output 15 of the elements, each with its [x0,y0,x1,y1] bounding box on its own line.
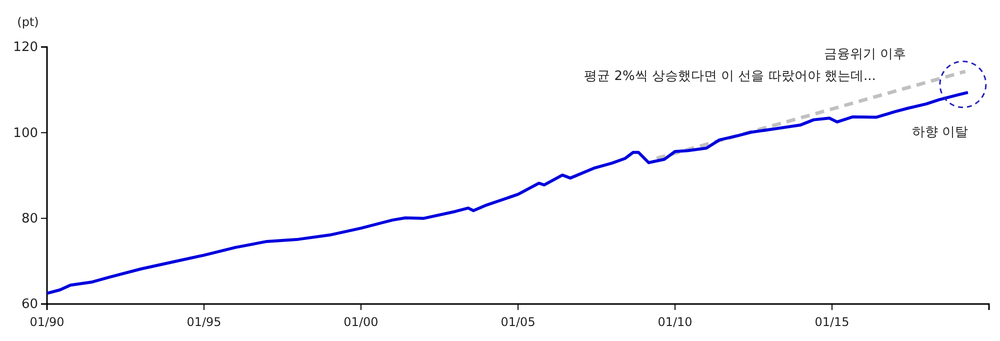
x-tick-label: 01/90 [30,315,64,330]
y-axis-title: (pt) [17,15,39,29]
x-tick-label: 01/15 [814,315,850,330]
y-tick-label: 120 [13,40,38,56]
x-tick-label: 01/05 [500,315,536,330]
y-tick-label: 100 [13,126,38,141]
x-tick-label: 01/95 [186,315,222,330]
y-tick-label: 80 [21,211,38,226]
y-tick-label: 60 [21,297,38,312]
annotation: 금융위기 이후 [824,47,906,62]
line-series [46,90,970,295]
x-tick-label: 01/00 [344,315,378,330]
annotation: 평균 2%씩 상승했다면 이 선을 따랐어야 했는데... [584,69,876,84]
annotation: 하향 이탈 [912,125,968,140]
x-tick-label: 01/10 [658,315,692,330]
